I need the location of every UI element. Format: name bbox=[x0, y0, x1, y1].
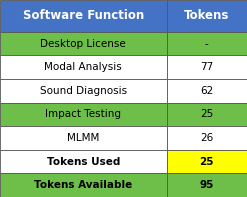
Text: Tokens: Tokens bbox=[184, 9, 229, 22]
FancyBboxPatch shape bbox=[167, 0, 247, 32]
Text: Desktop License: Desktop License bbox=[41, 39, 126, 49]
FancyBboxPatch shape bbox=[0, 79, 167, 103]
FancyBboxPatch shape bbox=[167, 126, 247, 150]
Text: Sound Diagnosis: Sound Diagnosis bbox=[40, 86, 127, 96]
Text: 77: 77 bbox=[200, 62, 213, 72]
FancyBboxPatch shape bbox=[0, 173, 167, 197]
Text: -: - bbox=[205, 39, 209, 49]
FancyBboxPatch shape bbox=[167, 79, 247, 103]
FancyBboxPatch shape bbox=[167, 32, 247, 55]
FancyBboxPatch shape bbox=[0, 0, 167, 32]
Text: Tokens Used: Tokens Used bbox=[47, 157, 120, 167]
FancyBboxPatch shape bbox=[0, 55, 167, 79]
FancyBboxPatch shape bbox=[0, 126, 167, 150]
Text: 62: 62 bbox=[200, 86, 213, 96]
Text: 95: 95 bbox=[200, 180, 214, 190]
Text: 25: 25 bbox=[200, 109, 213, 119]
Text: Impact Testing: Impact Testing bbox=[45, 109, 121, 119]
FancyBboxPatch shape bbox=[0, 32, 167, 55]
Text: Software Function: Software Function bbox=[23, 9, 144, 22]
Text: 25: 25 bbox=[200, 157, 214, 167]
Text: Tokens Available: Tokens Available bbox=[34, 180, 132, 190]
FancyBboxPatch shape bbox=[167, 103, 247, 126]
FancyBboxPatch shape bbox=[167, 150, 247, 173]
FancyBboxPatch shape bbox=[167, 55, 247, 79]
Text: Modal Analysis: Modal Analysis bbox=[44, 62, 122, 72]
FancyBboxPatch shape bbox=[0, 150, 167, 173]
FancyBboxPatch shape bbox=[0, 103, 167, 126]
Text: MLMM: MLMM bbox=[67, 133, 100, 143]
Text: 26: 26 bbox=[200, 133, 213, 143]
FancyBboxPatch shape bbox=[167, 173, 247, 197]
